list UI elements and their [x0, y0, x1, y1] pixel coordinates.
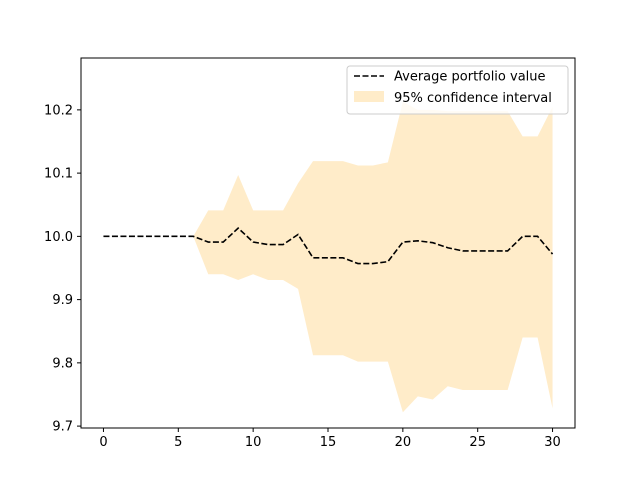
confidence-band — [103, 101, 553, 413]
y-tick-label: 9.8 — [52, 356, 73, 371]
y-tick-label: 10.1 — [44, 167, 73, 182]
y-tick-label: 9.9 — [52, 293, 73, 308]
x-tick-label: 15 — [320, 435, 337, 450]
legend-label-average: Average portfolio value — [394, 70, 546, 85]
y-tick-label: 9.7 — [52, 420, 73, 435]
plot-area — [103, 101, 554, 413]
x-tick-label: 25 — [469, 435, 486, 450]
y-tick-label: 10.0 — [44, 230, 73, 245]
legend-label-ci: 95% confidence interval — [394, 91, 552, 106]
x-tick-label: 10 — [245, 435, 262, 450]
x-tick-label: 20 — [395, 435, 412, 450]
legend: Average portfolio value 95% confidence i… — [346, 65, 569, 115]
legend-swatch-band — [354, 91, 384, 102]
x-tick-label: 5 — [174, 435, 182, 450]
axes: 0 5 10 15 20 25 30 9.7 9.8 9.9 10.0 10.1 10.2 — [44, 57, 576, 450]
legend-frame — [346, 65, 569, 115]
y-tick-label: 10.2 — [44, 103, 73, 118]
x-tick-label: 30 — [544, 435, 561, 450]
x-tick-label: 0 — [99, 435, 107, 450]
